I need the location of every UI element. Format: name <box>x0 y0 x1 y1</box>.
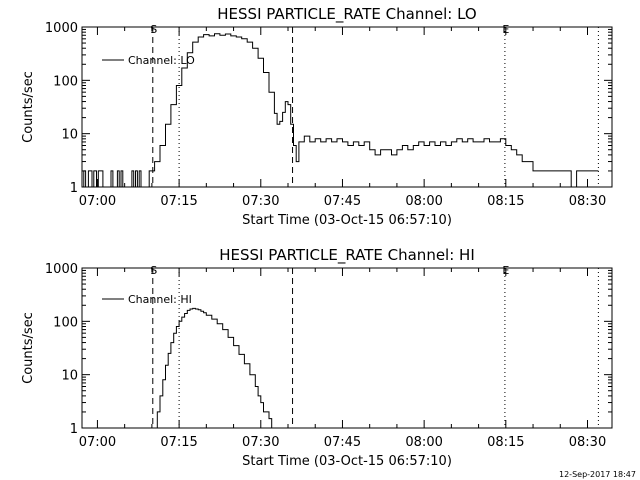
lo-x-axis-label: Start Time (03-Oct-15 06:57:10) <box>242 213 452 228</box>
lo-x-tick-label: 08:15 <box>487 194 524 209</box>
lo-x-tick-label: 08:30 <box>569 194 606 209</box>
hi-x-tick-label: 07:00 <box>79 435 116 450</box>
hi-x-tick-label: 08:00 <box>405 435 442 450</box>
hi-plot-frame <box>81 267 613 429</box>
hi-y-tick-label: 10 <box>61 369 78 384</box>
lo-y-tick-label: 1000 <box>45 21 78 36</box>
hi-x-tick-label: 07:30 <box>242 435 279 450</box>
hi-rate-series-line <box>154 307 273 429</box>
hi-x-tick-label: 07:15 <box>160 435 197 450</box>
lo-y-tick-label: 1 <box>70 181 78 196</box>
lo-marker-label: E <box>502 23 509 36</box>
hi-y-tick-label: 1000 <box>45 262 78 277</box>
hi-x-tick-label: 08:30 <box>569 435 606 450</box>
lo-chart-title: HESSI PARTICLE_RATE Channel: LO <box>217 5 476 24</box>
hi-x-axis-label: Start Time (03-Oct-15 06:57:10) <box>242 454 452 469</box>
hi-marker-label: S <box>150 264 157 277</box>
hi-marker-label: E <box>502 264 509 277</box>
lo-x-tick-label: 07:00 <box>79 194 116 209</box>
footer-timestamp: 12-Sep-2017 18:47 <box>559 470 636 479</box>
hi-x-tick-label: 08:15 <box>487 435 524 450</box>
lo-x-tick-label: 07:45 <box>324 194 361 209</box>
hi-y-tick-label: 1 <box>70 422 78 437</box>
lo-y-tick-label: 10 <box>61 128 78 143</box>
lo-y-axis-label: Counts/sec <box>21 71 36 143</box>
hi-chart-title: HESSI PARTICLE_RATE Channel: HI <box>219 246 475 265</box>
hi-rate-panel: HESSI PARTICLE_RATE Channel: HI Start Ti… <box>21 246 613 469</box>
hi-y-axis-label: Counts/sec <box>21 312 36 384</box>
lo-rate-series-line <box>82 33 599 188</box>
lo-rate-panel: HESSI PARTICLE_RATE Channel: LO Start Ti… <box>21 5 613 228</box>
lo-x-tick-label: 07:15 <box>160 194 197 209</box>
lo-x-tick-label: 07:30 <box>242 194 279 209</box>
hi-x-tick-label: 07:45 <box>324 435 361 450</box>
hi-legend-label: Channel: HI <box>128 293 192 306</box>
lo-legend-label: Channel: LO <box>128 54 195 67</box>
lo-x-tick-label: 08:00 <box>405 194 442 209</box>
lo-plot-frame <box>81 26 613 188</box>
lo-marker-label: S <box>150 23 157 36</box>
hi-y-tick-label: 100 <box>53 315 78 330</box>
lo-y-tick-label: 100 <box>53 74 78 89</box>
